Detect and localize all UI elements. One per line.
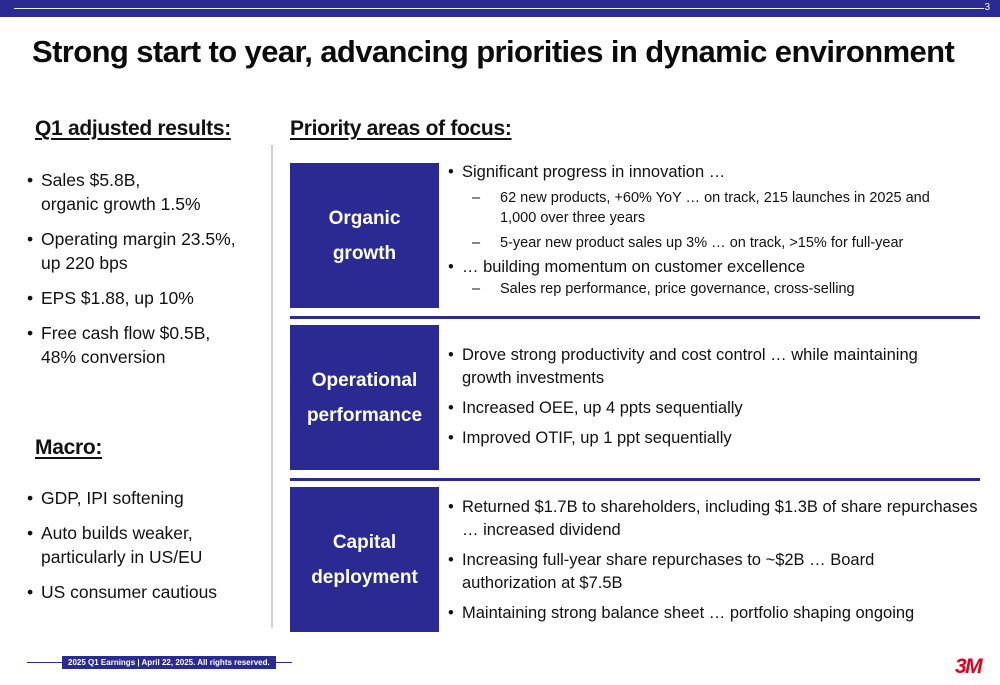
list-item: US consumer cautious [27, 580, 217, 604]
capital-deployment-box: Capital deployment [290, 487, 439, 632]
top-bar-rule [14, 8, 984, 9]
list-item: Maintaining strong balance sheet … portf… [448, 602, 983, 625]
list-item: GDP, IPI softening [27, 486, 217, 510]
priority-heading: Priority areas of focus: [290, 117, 512, 140]
list-item: Significant progress in innovation … 62 … [448, 161, 983, 253]
sub-list: Sales rep performance, price governance,… [464, 279, 983, 299]
operational-performance-list: Drove strong productivity and cost contr… [448, 344, 983, 457]
organic-growth-list: Significant progress in innovation … 62 … [448, 161, 983, 306]
sub-list-item: 62 new products, +60% YoY … on track, 21… [464, 188, 983, 228]
top-bar: 3 [0, 0, 1000, 17]
page-number: 3 [984, 2, 990, 13]
slide-title: Strong start to year, advancing prioriti… [32, 34, 955, 69]
list-item: Returned $1.7B to shareholders, includin… [448, 496, 983, 542]
brand-logo: 3M [955, 655, 983, 678]
footer-text: 2025 Q1 Earnings | April 22, 2025. All r… [62, 656, 276, 669]
operational-performance-box: Operational performance [290, 325, 439, 470]
list-item: Increasing full-year share repurchases t… [448, 549, 983, 595]
list-item: Increased OEE, up 4 ppts sequentially [448, 397, 983, 420]
macro-heading: Macro: [35, 436, 103, 459]
column-divider [271, 145, 273, 628]
capital-deployment-list: Returned $1.7B to shareholders, includin… [448, 496, 983, 632]
organic-growth-box: Organic growth [290, 163, 439, 308]
sub-list-item: 5-year new product sales up 3% … on trac… [464, 233, 983, 253]
list-item: Auto builds weaker,particularly in US/EU [27, 521, 217, 569]
list-item: Operating margin 23.5%,up 220 bps [27, 227, 236, 275]
section-divider [290, 478, 980, 481]
list-item: Sales $5.8B,organic growth 1.5% [27, 168, 236, 216]
sub-list: 62 new products, +60% YoY … on track, 21… [464, 188, 983, 253]
list-item: Drove strong productivity and cost contr… [448, 344, 983, 390]
q1-results-heading: Q1 adjusted results: [35, 117, 231, 140]
section-divider [290, 316, 980, 319]
list-item: … building momentum on customer excellen… [448, 256, 983, 299]
list-item: Improved OTIF, up 1 ppt sequentially [448, 427, 983, 450]
list-item: EPS $1.88, up 10% [27, 286, 236, 310]
sub-list-item: Sales rep performance, price governance,… [464, 279, 983, 299]
macro-list: GDP, IPI softening Auto builds weaker,pa… [27, 486, 217, 615]
q1-results-list: Sales $5.8B,organic growth 1.5% Operatin… [27, 168, 236, 380]
list-item: Free cash flow $0.5B,48% conversion [27, 321, 236, 369]
